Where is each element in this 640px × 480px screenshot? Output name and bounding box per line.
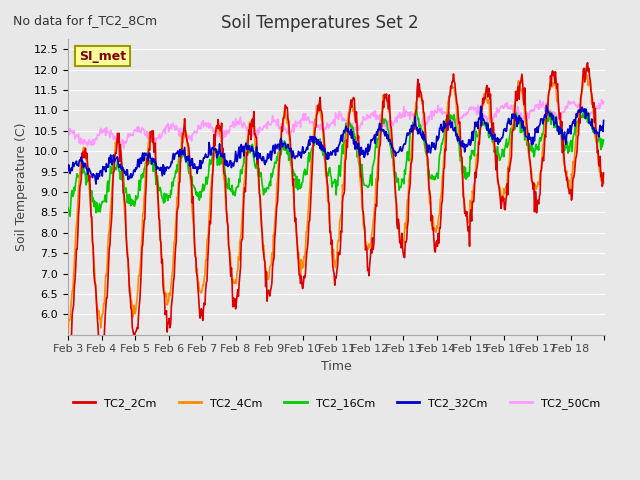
- Legend: TC2_2Cm, TC2_4Cm, TC2_16Cm, TC2_32Cm, TC2_50Cm: TC2_2Cm, TC2_4Cm, TC2_16Cm, TC2_32Cm, TC…: [68, 394, 605, 413]
- X-axis label: Time: Time: [321, 360, 352, 373]
- Text: No data for f_TC2_8Cm: No data for f_TC2_8Cm: [13, 14, 157, 27]
- Text: SI_met: SI_met: [79, 50, 126, 63]
- Y-axis label: Soil Temperature (C): Soil Temperature (C): [15, 122, 28, 251]
- Text: Soil Temperatures Set 2: Soil Temperatures Set 2: [221, 14, 419, 33]
